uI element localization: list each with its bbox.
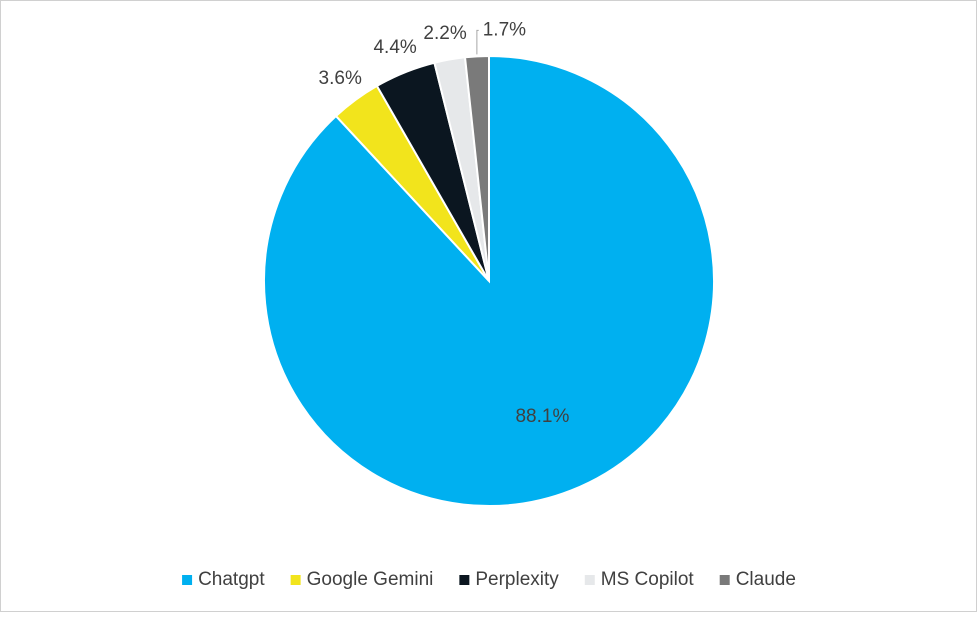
leader-line [476,29,479,55]
legend-label: Google Gemini [307,569,434,590]
legend-label: Chatgpt [198,569,265,590]
legend-label: Claude [736,569,796,590]
data-label: 3.6% [319,68,362,89]
data-label: 88.1% [515,406,569,427]
legend-swatch [459,575,470,585]
legend-swatch [182,575,193,585]
legend-label: Perplexity [475,569,559,590]
data-label: 1.7% [483,19,526,40]
data-label: 4.4% [373,37,416,58]
legend-label: MS Copilot [601,569,695,590]
legend-swatch [290,575,301,585]
legend-swatch [584,575,595,585]
data-label: 2.2% [423,23,466,44]
legend-swatch [719,575,730,585]
pie-slice [463,54,490,282]
